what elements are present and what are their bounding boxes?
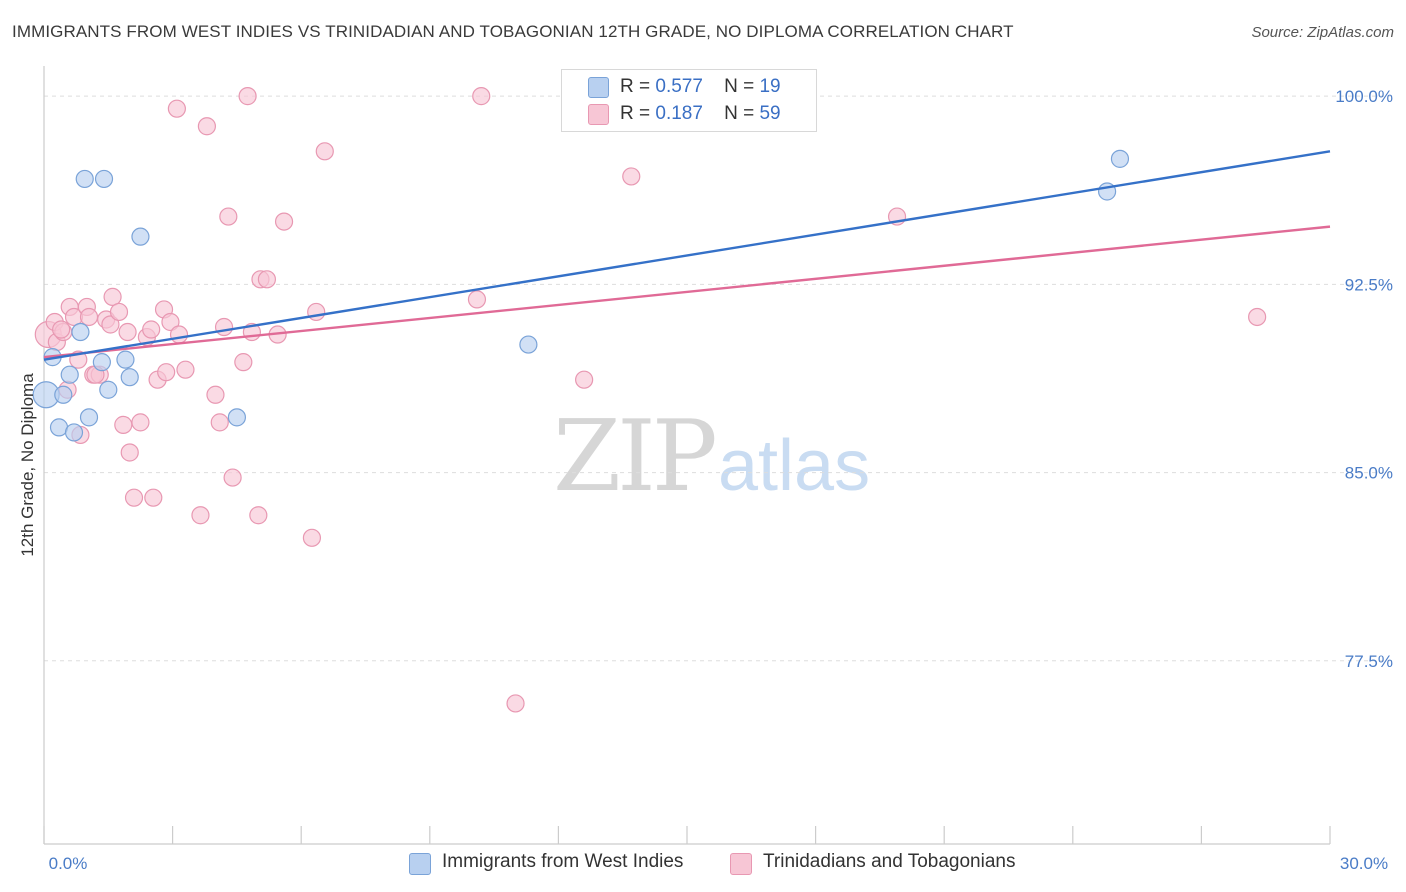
trend-lines bbox=[43, 150, 1331, 361]
point-trinidad bbox=[114, 415, 133, 434]
point-trinidad bbox=[79, 307, 99, 327]
point-west-indies bbox=[64, 423, 84, 442]
correlation-legend: R = 0.577 N = 19 R = 0.187 N = 59 bbox=[561, 69, 817, 132]
y-tick-label: 77.5% bbox=[1345, 652, 1393, 671]
point-trinidad bbox=[257, 270, 277, 289]
point-trinidad bbox=[210, 413, 229, 432]
point-trinidad bbox=[176, 360, 195, 379]
legend-r-label: R = bbox=[620, 103, 651, 124]
point-west-indies bbox=[54, 385, 73, 404]
point-trinidad bbox=[191, 506, 210, 525]
point-trinidad bbox=[118, 322, 137, 342]
legend-swatch-pink bbox=[588, 103, 609, 125]
legend-n-label: N = bbox=[724, 76, 755, 97]
point-trinidad bbox=[1248, 307, 1267, 327]
point-trinidad bbox=[307, 302, 326, 322]
point-west-indies bbox=[75, 169, 94, 189]
watermark-zip: ZIP bbox=[553, 400, 718, 514]
point-trinidad bbox=[238, 87, 257, 106]
point-trinidad bbox=[219, 207, 238, 226]
point-trinidad bbox=[103, 287, 122, 306]
point-west-indies bbox=[94, 169, 114, 189]
x-tick-label: 0.0% bbox=[49, 854, 88, 873]
point-trinidad bbox=[144, 488, 163, 507]
point-trinidad bbox=[161, 312, 180, 332]
point-trinidad bbox=[274, 212, 294, 231]
y-axis-label: 12th Grade, No Diploma bbox=[18, 373, 37, 557]
point-west-indies bbox=[519, 335, 538, 354]
point-trinidad bbox=[315, 142, 334, 161]
point-west-indies bbox=[99, 380, 118, 399]
chart-title: IMMIGRANTS FROM WEST INDIES VS TRINIDADI… bbox=[12, 22, 1014, 41]
point-trinidad bbox=[249, 506, 268, 525]
point-trinidad bbox=[167, 99, 186, 118]
legend-r-value: 0.577 bbox=[655, 76, 703, 97]
point-trinidad bbox=[214, 317, 234, 337]
point-west-indies bbox=[60, 365, 79, 384]
point-trinidad bbox=[223, 468, 242, 487]
trend-line-trinidad bbox=[43, 225, 1331, 359]
point-trinidad bbox=[302, 528, 322, 547]
point-trinidad bbox=[622, 167, 641, 186]
source-label: Source: ZipAtlas.com bbox=[1251, 24, 1394, 41]
watermark-atlas: atlas bbox=[718, 426, 871, 506]
point-trinidad bbox=[506, 694, 525, 713]
bottom-legend-label: Trinidadians and Tobagonians bbox=[763, 851, 1016, 872]
point-west-indies bbox=[1110, 149, 1130, 168]
legend-swatch-blue bbox=[588, 76, 609, 98]
bottom-legend-swatch-blue bbox=[409, 853, 431, 875]
legend-n-value: 19 bbox=[759, 76, 781, 97]
point-west-indies bbox=[116, 350, 135, 369]
point-trinidad bbox=[206, 385, 225, 404]
point-west-indies bbox=[227, 408, 246, 427]
legend-r-label: R = bbox=[620, 76, 651, 97]
legend-n-label: N = bbox=[724, 103, 755, 124]
point-trinidad bbox=[120, 443, 139, 462]
point-west-indies bbox=[71, 322, 90, 342]
point-west-indies bbox=[92, 353, 111, 372]
point-trinidad bbox=[101, 315, 120, 334]
point-trinidad bbox=[467, 290, 487, 309]
point-west-indies bbox=[79, 408, 99, 427]
y-tick-label: 92.5% bbox=[1345, 275, 1393, 294]
point-trinidad bbox=[131, 413, 150, 432]
y-tick-label: 85.0% bbox=[1345, 464, 1393, 483]
grid-lines bbox=[44, 95, 1392, 662]
point-trinidad bbox=[52, 320, 71, 339]
point-trinidad bbox=[472, 87, 491, 106]
point-trinidad bbox=[197, 117, 216, 136]
point-trinidad bbox=[575, 370, 594, 389]
point-trinidad bbox=[142, 320, 161, 339]
point-west-indies bbox=[49, 418, 69, 437]
point-west-indies bbox=[120, 368, 139, 387]
trend-line-west-indies bbox=[43, 150, 1331, 361]
legend-r-value: 0.187 bbox=[655, 103, 703, 124]
tick-labels: 77.5% 85.0% 92.5% 100.0% 0.0% 30.0% bbox=[49, 87, 1393, 873]
point-trinidad bbox=[234, 353, 253, 372]
point-trinidad bbox=[109, 302, 129, 322]
bottom-legend-swatch-pink bbox=[730, 853, 752, 875]
axes bbox=[43, 66, 1331, 845]
legend-n-value: 59 bbox=[759, 103, 781, 124]
point-trinidad bbox=[124, 488, 144, 507]
point-trinidad bbox=[169, 325, 189, 344]
y-tick-label: 100.0% bbox=[1335, 87, 1393, 106]
point-west-indies bbox=[131, 227, 150, 246]
bottom-legend-label: Immigrants from West Indies bbox=[442, 851, 684, 872]
point-trinidad bbox=[157, 363, 176, 382]
x-tick-label: 30.0% bbox=[1340, 854, 1388, 873]
data-points bbox=[32, 87, 1267, 713]
